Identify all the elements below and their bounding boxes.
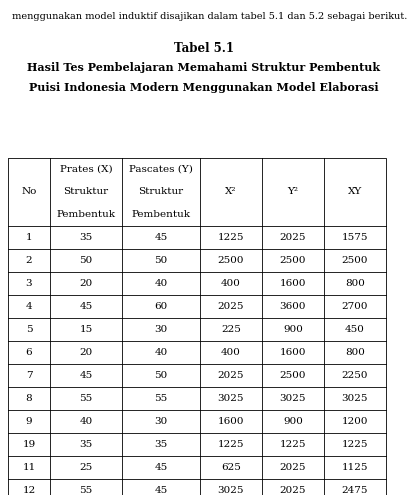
Text: 900: 900 (283, 325, 303, 334)
Text: 50: 50 (154, 256, 168, 265)
Text: 60: 60 (154, 302, 168, 311)
Text: 1200: 1200 (342, 417, 368, 426)
Text: 5: 5 (26, 325, 32, 334)
Text: 40: 40 (154, 279, 168, 288)
Text: Pascates (Y): Pascates (Y) (129, 165, 193, 174)
Text: 50: 50 (154, 371, 168, 380)
Text: 25: 25 (80, 463, 93, 472)
Text: Y²: Y² (288, 188, 299, 197)
Text: XY: XY (348, 188, 362, 197)
Text: 1225: 1225 (218, 233, 244, 242)
Text: 45: 45 (154, 463, 168, 472)
Text: 450: 450 (345, 325, 365, 334)
Text: 1225: 1225 (280, 440, 306, 449)
Text: 15: 15 (80, 325, 93, 334)
Text: 900: 900 (283, 417, 303, 426)
Text: 800: 800 (345, 348, 365, 357)
Text: 19: 19 (22, 440, 35, 449)
Text: 55: 55 (80, 394, 93, 403)
Text: 55: 55 (154, 394, 168, 403)
Text: 11: 11 (22, 463, 35, 472)
Text: 3600: 3600 (280, 302, 306, 311)
Text: 1125: 1125 (342, 463, 368, 472)
Text: 20: 20 (80, 348, 93, 357)
Text: 2025: 2025 (218, 371, 244, 380)
Text: 30: 30 (154, 325, 168, 334)
Text: 1600: 1600 (280, 348, 306, 357)
Text: 1: 1 (26, 233, 32, 242)
Text: 2025: 2025 (280, 233, 306, 242)
Text: 225: 225 (221, 325, 241, 334)
Text: 1225: 1225 (342, 440, 368, 449)
Bar (8, 158, 386, 495)
Text: 1600: 1600 (218, 417, 244, 426)
Text: Hasil Tes Pembelajaran Memahami Struktur Pembentuk: Hasil Tes Pembelajaran Memahami Struktur… (27, 62, 381, 73)
Text: 625: 625 (221, 463, 241, 472)
Text: 2500: 2500 (218, 256, 244, 265)
Text: X²: X² (225, 188, 237, 197)
Text: 45: 45 (154, 486, 168, 495)
Text: 2500: 2500 (342, 256, 368, 265)
Text: 35: 35 (154, 440, 168, 449)
Text: 2025: 2025 (280, 463, 306, 472)
Text: 9: 9 (26, 417, 32, 426)
Text: 2700: 2700 (342, 302, 368, 311)
Text: 8: 8 (26, 394, 32, 403)
Text: 50: 50 (80, 256, 93, 265)
Text: Struktur: Struktur (63, 188, 109, 197)
Text: 1600: 1600 (280, 279, 306, 288)
Text: 3: 3 (26, 279, 32, 288)
Text: 1225: 1225 (218, 440, 244, 449)
Text: Struktur: Struktur (138, 188, 184, 197)
Text: 7: 7 (26, 371, 32, 380)
Text: 3025: 3025 (280, 394, 306, 403)
Text: 55: 55 (80, 486, 93, 495)
Text: No: No (21, 188, 37, 197)
Text: 35: 35 (80, 233, 93, 242)
Text: 12: 12 (22, 486, 35, 495)
Text: 2500: 2500 (280, 371, 306, 380)
Text: Prates (X): Prates (X) (60, 165, 112, 174)
Text: 40: 40 (154, 348, 168, 357)
Text: 3025: 3025 (218, 394, 244, 403)
Text: 6: 6 (26, 348, 32, 357)
Text: 3025: 3025 (342, 394, 368, 403)
Text: Tabel 5.1: Tabel 5.1 (174, 42, 234, 55)
Text: 2500: 2500 (280, 256, 306, 265)
Text: Pembentuk: Pembentuk (131, 210, 191, 219)
Text: 20: 20 (80, 279, 93, 288)
Text: 800: 800 (345, 279, 365, 288)
Text: 4: 4 (26, 302, 32, 311)
Text: 30: 30 (154, 417, 168, 426)
Text: 45: 45 (80, 302, 93, 311)
Text: Puisi Indonesia Modern Menggunakan Model Elaborasi: Puisi Indonesia Modern Menggunakan Model… (29, 82, 379, 93)
Text: 40: 40 (80, 417, 93, 426)
Text: 45: 45 (80, 371, 93, 380)
Text: 400: 400 (221, 348, 241, 357)
Text: 2475: 2475 (342, 486, 368, 495)
Text: 2025: 2025 (218, 302, 244, 311)
Text: 45: 45 (154, 233, 168, 242)
Text: 35: 35 (80, 440, 93, 449)
Text: 3025: 3025 (218, 486, 244, 495)
Text: 2025: 2025 (280, 486, 306, 495)
Text: 2250: 2250 (342, 371, 368, 380)
Text: 400: 400 (221, 279, 241, 288)
Text: 2: 2 (26, 256, 32, 265)
Text: 1575: 1575 (342, 233, 368, 242)
Text: Pembentuk: Pembentuk (56, 210, 115, 219)
Text: menggunakan model induktif disajikan dalam tabel 5.1 dan 5.2 sebagai berikut.: menggunakan model induktif disajikan dal… (12, 12, 408, 21)
